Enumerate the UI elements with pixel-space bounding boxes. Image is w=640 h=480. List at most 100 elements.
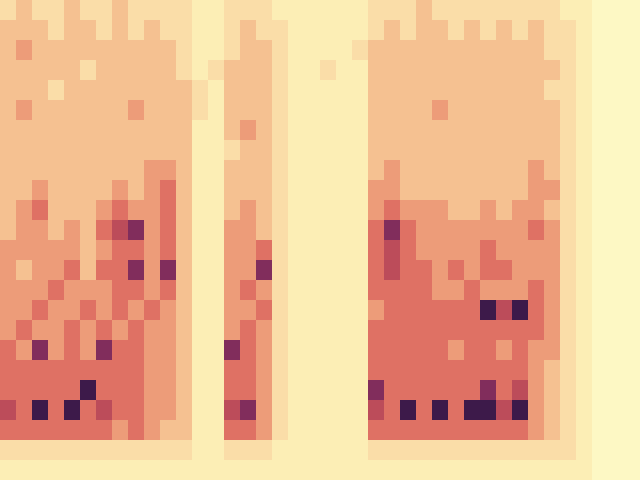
cell <box>352 440 369 461</box>
cell <box>368 140 385 161</box>
cell <box>368 460 385 480</box>
cell <box>0 100 17 121</box>
cell <box>80 60 97 81</box>
cell <box>608 40 625 61</box>
cell <box>176 280 193 301</box>
cell <box>480 260 497 281</box>
cell <box>32 400 49 421</box>
cell <box>336 340 353 361</box>
cell <box>560 400 577 421</box>
cell <box>384 60 401 81</box>
cell <box>240 100 257 121</box>
cell <box>336 400 353 421</box>
cell <box>576 260 593 281</box>
cell <box>112 200 129 221</box>
cell <box>480 60 497 81</box>
cell <box>176 420 193 441</box>
cell <box>304 220 321 241</box>
cell <box>608 280 625 301</box>
cell <box>624 200 640 221</box>
cell <box>176 60 193 81</box>
cell <box>144 140 161 161</box>
cell <box>560 440 577 461</box>
cell <box>16 380 33 401</box>
cell <box>144 0 161 21</box>
cell <box>448 240 465 261</box>
cell <box>528 260 545 281</box>
cell <box>576 220 593 241</box>
cell <box>96 260 113 281</box>
cell <box>560 220 577 241</box>
cell <box>416 420 433 441</box>
cell <box>256 340 273 361</box>
cell <box>192 140 209 161</box>
cell <box>432 340 449 361</box>
cell <box>352 120 369 141</box>
cell <box>384 160 401 181</box>
cell <box>64 440 81 461</box>
cell <box>128 360 145 381</box>
cell <box>272 340 289 361</box>
cell <box>400 40 417 61</box>
cell <box>400 240 417 261</box>
cell <box>400 0 417 21</box>
cell <box>320 120 337 141</box>
cell <box>464 80 481 101</box>
cell <box>480 180 497 201</box>
cell <box>96 0 113 21</box>
cell <box>544 260 561 281</box>
cell <box>544 320 561 341</box>
cell <box>96 460 113 480</box>
cell <box>64 160 81 181</box>
cell <box>112 0 129 21</box>
cell <box>96 440 113 461</box>
cell <box>320 400 337 421</box>
cell <box>240 80 257 101</box>
cell <box>48 40 65 61</box>
cell <box>336 60 353 81</box>
cell <box>320 440 337 461</box>
cell <box>32 20 49 41</box>
cell <box>16 360 33 381</box>
cell <box>400 120 417 141</box>
cell <box>624 180 640 201</box>
cell <box>240 420 257 441</box>
cell <box>16 140 33 161</box>
cell <box>224 440 241 461</box>
cell <box>400 360 417 381</box>
cell <box>96 60 113 81</box>
cell <box>336 0 353 21</box>
cell <box>624 120 640 141</box>
cell <box>16 280 33 301</box>
cell <box>208 440 225 461</box>
cell <box>560 460 577 480</box>
cell <box>160 160 177 181</box>
cell <box>544 440 561 461</box>
cell <box>608 140 625 161</box>
cell <box>112 280 129 301</box>
cell <box>624 20 640 41</box>
cell <box>592 420 609 441</box>
cell <box>96 300 113 321</box>
cell <box>496 40 513 61</box>
cell <box>16 160 33 181</box>
cell <box>256 160 273 181</box>
cell <box>480 40 497 61</box>
cell <box>544 240 561 261</box>
cell <box>160 400 177 421</box>
cell <box>432 140 449 161</box>
cell <box>0 340 17 361</box>
cell <box>224 180 241 201</box>
cell <box>576 320 593 341</box>
cell <box>112 320 129 341</box>
cell <box>352 0 369 21</box>
cell <box>208 60 225 81</box>
cell <box>608 300 625 321</box>
cell <box>624 280 640 301</box>
cell <box>16 300 33 321</box>
cell <box>16 200 33 221</box>
cell <box>464 0 481 21</box>
cell <box>592 140 609 161</box>
cell <box>544 400 561 421</box>
cell <box>384 20 401 41</box>
